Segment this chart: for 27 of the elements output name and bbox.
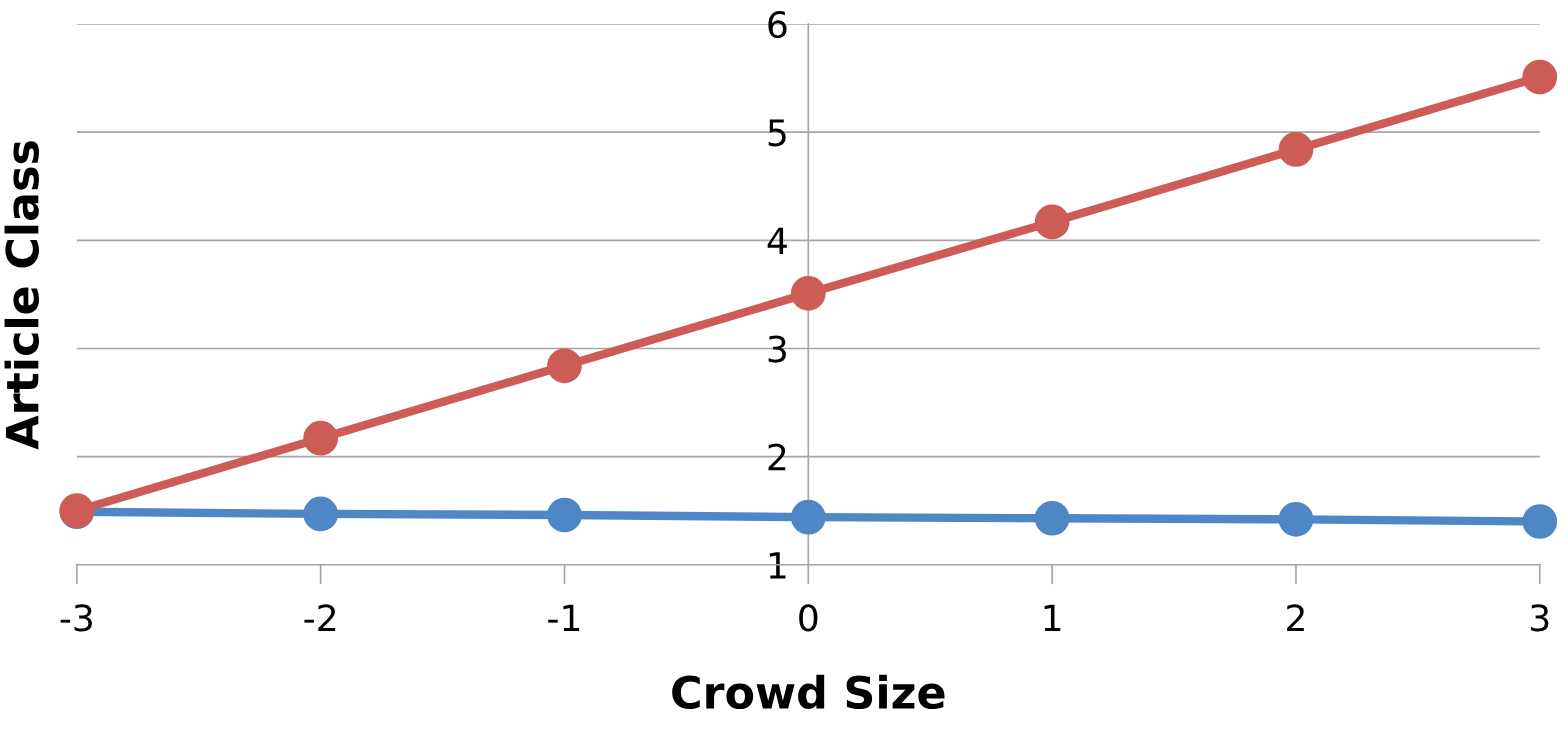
point — [790, 499, 826, 535]
point — [303, 496, 339, 532]
x-tick-label: 1 — [1044, 604, 1061, 632]
y-tick-label: 5 — [768, 119, 786, 147]
y-tick-label: 1 — [769, 552, 786, 579]
point — [790, 275, 826, 311]
y-tick-label: 2 — [768, 443, 786, 471]
point — [547, 497, 582, 533]
x-tick-label: -1 — [548, 604, 580, 632]
y-tick-label: 4 — [767, 227, 787, 255]
point — [1522, 59, 1558, 95]
point — [1278, 132, 1314, 167]
point — [1278, 501, 1314, 537]
point — [1034, 500, 1070, 536]
y-tick-label: 6 — [768, 10, 787, 39]
x-tick-label: 2 — [1287, 604, 1304, 632]
y-tick-label: 3 — [768, 335, 786, 363]
x-tick-label: 0 — [799, 604, 818, 632]
x-tick-label: -2 — [304, 604, 336, 632]
point — [1522, 504, 1558, 539]
x-tick-label: 3 — [1531, 604, 1549, 632]
point — [1034, 204, 1070, 240]
y-axis-title: Article Class — [4, 141, 39, 450]
x-axis-title: Crowd Size — [672, 674, 945, 710]
point — [303, 420, 339, 456]
point — [547, 348, 582, 384]
x-tick-label: -3 — [60, 604, 92, 632]
